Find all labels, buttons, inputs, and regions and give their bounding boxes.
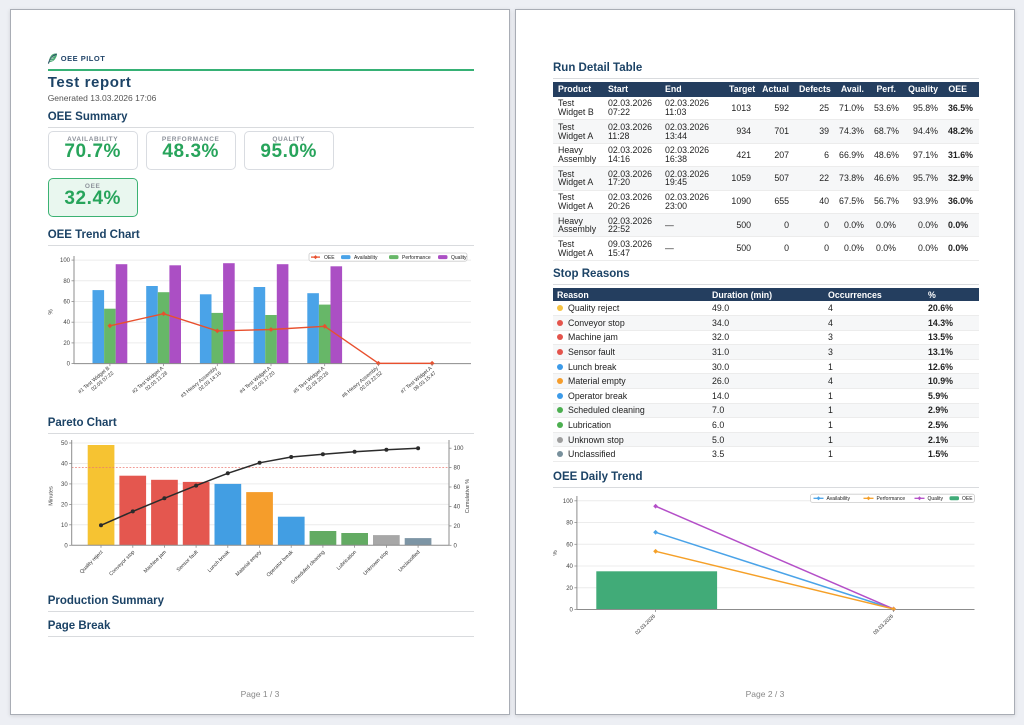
- svg-text:20: 20: [453, 524, 460, 530]
- svg-text:0: 0: [64, 543, 68, 549]
- svg-text:#2 Test Widget A02.03 11:28: #2 Test Widget A02.03 11:28: [131, 365, 169, 400]
- svg-text:Cumulative %: Cumulative %: [465, 479, 471, 514]
- svg-text:Unknown stop: Unknown stop: [362, 549, 390, 577]
- svg-text:Performance: Performance: [402, 255, 431, 261]
- svg-text:30: 30: [61, 482, 68, 488]
- svg-text:20: 20: [61, 502, 68, 508]
- svg-text:Machine jam: Machine jam: [142, 549, 167, 574]
- svg-text:#7 Test Widget A09.03 15:47: #7 Test Widget A09.03 15:47: [399, 365, 437, 400]
- svg-text:09.03.2026: 09.03.2026: [872, 614, 895, 637]
- svg-text:%: %: [553, 550, 559, 556]
- svg-text:10: 10: [61, 523, 68, 529]
- svg-text:Availability: Availability: [354, 255, 378, 261]
- svg-text:60: 60: [566, 542, 573, 548]
- svg-text:Lubrication: Lubrication: [336, 549, 358, 571]
- svg-text:60: 60: [63, 300, 70, 306]
- svg-text:100: 100: [453, 446, 464, 452]
- svg-text:OEE: OEE: [962, 496, 973, 502]
- svg-text:#1 Test Widget B02.03 07:22: #1 Test Widget B02.03 07:22: [77, 365, 115, 400]
- svg-text:Quality: Quality: [451, 255, 467, 261]
- svg-text:100: 100: [60, 258, 71, 264]
- svg-text:Material empty: Material empty: [234, 549, 263, 578]
- svg-text:Availability: Availability: [827, 496, 851, 502]
- svg-text:Unclassified: Unclassified: [397, 549, 421, 573]
- svg-text:#3 Heavy Assembly02.03 14:16: #3 Heavy Assembly02.03 14:16: [180, 365, 223, 404]
- svg-text:40: 40: [61, 462, 68, 468]
- svg-text:#6 Heavy Assembly02.03 22:52: #6 Heavy Assembly02.03 22:52: [341, 365, 384, 404]
- svg-text:#4 Test Widget A02.03 17:20: #4 Test Widget A02.03 17:20: [238, 365, 276, 400]
- svg-text:20: 20: [566, 586, 573, 592]
- svg-text:Performance: Performance: [877, 496, 906, 502]
- svg-text:02.03.2026: 02.03.2026: [634, 614, 657, 637]
- svg-text:Operator break: Operator break: [265, 549, 294, 578]
- svg-text:Minutes: Minutes: [48, 486, 54, 506]
- svg-text:50: 50: [61, 441, 68, 447]
- svg-text:80: 80: [566, 521, 573, 527]
- svg-text:60: 60: [453, 485, 460, 491]
- svg-text:Quality: Quality: [928, 496, 944, 502]
- svg-text:20: 20: [63, 341, 70, 347]
- svg-text:0: 0: [453, 543, 457, 549]
- svg-text:Lunch break: Lunch break: [206, 549, 231, 574]
- svg-text:%: %: [48, 309, 54, 315]
- svg-text:0: 0: [66, 362, 70, 368]
- svg-text:100: 100: [563, 499, 574, 505]
- svg-text:Scheduled cleaning: Scheduled cleaning: [290, 549, 326, 585]
- svg-text:40: 40: [453, 505, 460, 511]
- svg-text:Conveyor stop: Conveyor stop: [108, 549, 136, 577]
- svg-text:0: 0: [570, 608, 574, 614]
- svg-text:40: 40: [63, 320, 70, 326]
- svg-text:#5 Test Widget A02.03 20:26: #5 Test Widget A02.03 20:26: [292, 365, 330, 400]
- svg-text:40: 40: [566, 564, 573, 570]
- svg-text:Quality reject: Quality reject: [78, 549, 104, 575]
- svg-text:OEE: OEE: [324, 255, 335, 261]
- svg-text:80: 80: [63, 279, 70, 285]
- svg-text:80: 80: [453, 466, 460, 472]
- svg-text:Sensor fault: Sensor fault: [175, 549, 199, 573]
